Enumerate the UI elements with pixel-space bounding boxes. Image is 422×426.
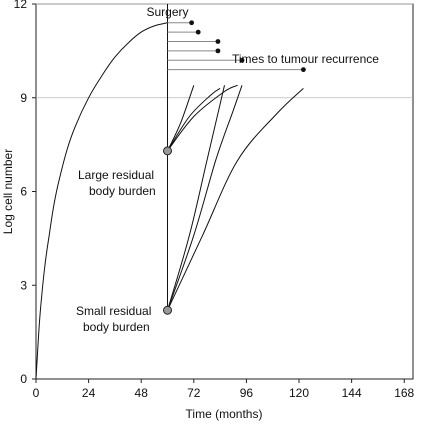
x-tick-label-48: 48 (135, 386, 149, 400)
x-axis-label: Time (months) (186, 407, 263, 421)
y-axis-label: Log cell number (1, 149, 15, 234)
regrowth-large-3 (167, 84, 238, 152)
grid-layer (36, 3, 413, 99)
marks-layer (163, 20, 306, 315)
x-tick-label-168: 168 (394, 386, 414, 400)
small-residual-point (163, 305, 173, 315)
y-tick-label-9: 9 (20, 91, 27, 105)
large-residual-label-line2: body burden (89, 184, 156, 198)
regrowth-small-1 (167, 85, 225, 311)
recurrence-dot-6 (301, 67, 306, 73)
x-tick-label-0: 0 (33, 386, 40, 400)
y-tick-label-12: 12 (14, 0, 28, 11)
growth-curve (35, 22, 168, 380)
regrowth-small-3 (167, 88, 304, 311)
small-residual-label-line2: body burden (83, 320, 150, 334)
x-tick-label-120: 120 (289, 386, 309, 400)
regrowth-small-2 (167, 85, 243, 311)
regrowth-large-1 (167, 85, 195, 152)
recurrence-label: Times to tumour recurrence (232, 52, 379, 66)
small-residual-label-line1: Small residual (76, 304, 151, 318)
recurrence-dot-3 (215, 39, 221, 44)
regrowth-large-2 (167, 87, 221, 152)
x-tick-label-24: 24 (82, 386, 96, 400)
large-residual-point (163, 146, 173, 156)
recurrence-dot-4 (215, 48, 221, 54)
recurrence-dot-1 (189, 20, 195, 26)
large-residual-label-line1: Large residual (78, 168, 154, 182)
x-tick-label-96: 96 (240, 386, 254, 400)
y-tick-label-6: 6 (20, 185, 27, 199)
recurrence-dot-2 (195, 29, 201, 35)
y-tick-label-3: 3 (20, 278, 27, 292)
surgery-label: Surgery (146, 5, 188, 19)
recurrence-dot-5 (239, 57, 245, 63)
y-tick-label-0: 0 (20, 372, 27, 386)
series-layer (35, 4, 304, 380)
x-tick-label-72: 72 (187, 386, 201, 400)
x-tick-label-144: 144 (342, 386, 362, 400)
